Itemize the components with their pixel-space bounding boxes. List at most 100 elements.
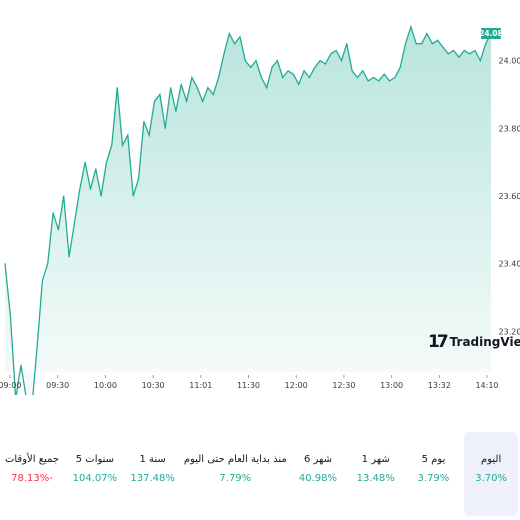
data-point bbox=[63, 195, 65, 197]
data-point bbox=[180, 83, 182, 85]
price-chart[interactable]: 23.20 23.40 23.60 23.80 24.00 09:00 09:30 10:0… bbox=[0, 0, 520, 395]
data-point bbox=[52, 212, 54, 214]
data-point bbox=[469, 53, 471, 55]
data-point bbox=[159, 93, 161, 96]
data-point bbox=[228, 32, 230, 35]
data-point bbox=[105, 161, 108, 163]
data-point bbox=[330, 53, 332, 55]
data-point bbox=[9, 313, 11, 316]
data-point bbox=[282, 76, 284, 79]
period-change-value: 40.98% bbox=[298, 473, 338, 484]
data-point bbox=[153, 100, 156, 102]
data-point bbox=[79, 188, 81, 190]
data-point bbox=[223, 53, 225, 55]
price-area bbox=[5, 26, 491, 395]
last-price-tag bbox=[481, 28, 501, 39]
data-point bbox=[111, 144, 113, 146]
data-point bbox=[356, 76, 359, 79]
x-tick-label: 13:00 bbox=[380, 381, 403, 390]
y-axis: 23.20 23.40 23.60 23.80 24.00 bbox=[499, 57, 520, 337]
period-label: اليوم bbox=[481, 454, 502, 465]
data-point bbox=[84, 161, 86, 163]
data-point bbox=[266, 87, 268, 89]
data-point bbox=[415, 43, 417, 45]
data-point bbox=[73, 222, 75, 224]
data-point bbox=[276, 60, 278, 62]
period-tab[interactable]: 5 سنوات 104.07% bbox=[68, 432, 122, 516]
data-point bbox=[148, 134, 150, 136]
tradingview-logo[interactable]: 17 TradingView bbox=[428, 331, 520, 353]
data-point bbox=[121, 144, 124, 146]
period-tab[interactable]: اليوم 3.70% bbox=[464, 432, 518, 516]
data-point bbox=[234, 43, 236, 45]
data-point bbox=[132, 195, 134, 197]
data-point bbox=[127, 134, 129, 136]
data-point bbox=[36, 347, 38, 349]
data-point bbox=[218, 76, 220, 79]
data-point bbox=[175, 110, 177, 112]
data-point bbox=[4, 263, 6, 265]
data-point bbox=[95, 168, 97, 170]
y-tick-label: 23.40 bbox=[499, 260, 520, 269]
period-change-value: 104.07% bbox=[72, 473, 118, 484]
data-point bbox=[212, 93, 214, 96]
period-label: 5 سنوات bbox=[75, 454, 115, 465]
price-line bbox=[4, 24, 492, 395]
last-price-label: 24.08 bbox=[479, 29, 503, 38]
data-point bbox=[335, 49, 337, 52]
x-tick-label: 12:30 bbox=[332, 381, 355, 390]
period-label: 5 يوم bbox=[421, 454, 446, 465]
data-point bbox=[260, 76, 262, 79]
x-tick-label: 09:30 bbox=[46, 381, 69, 390]
data-point bbox=[437, 39, 439, 41]
data-point bbox=[442, 46, 444, 48]
period-label: 6 شهر bbox=[303, 454, 333, 465]
period-selector: اليوم 3.70% 5 يوم 3.79% 1 شهر 13.48% 6 شهر 40.9… bbox=[0, 432, 520, 520]
data-point bbox=[191, 76, 193, 79]
data-point bbox=[410, 26, 412, 28]
x-tick-label: 10:30 bbox=[142, 381, 165, 390]
data-point bbox=[57, 229, 60, 231]
data-point bbox=[255, 60, 257, 62]
data-point bbox=[394, 76, 396, 79]
period-tab[interactable]: 5 يوم 3.79% bbox=[407, 432, 461, 516]
points-layer bbox=[4, 26, 492, 366]
data-point bbox=[308, 76, 310, 79]
tradingview-mark-icon: 17 bbox=[428, 332, 449, 352]
data-point bbox=[207, 87, 209, 89]
data-point bbox=[20, 364, 22, 366]
period-label: جميع الأوقات bbox=[4, 454, 60, 465]
x-tick-label: 11:01 bbox=[189, 381, 212, 390]
data-point bbox=[244, 60, 246, 62]
data-point bbox=[186, 100, 188, 102]
period-tab[interactable]: 6 شهر 40.98% bbox=[291, 432, 345, 516]
data-point bbox=[303, 70, 305, 72]
data-point bbox=[388, 80, 391, 82]
data-point bbox=[421, 43, 423, 45]
data-point bbox=[453, 49, 455, 52]
data-point bbox=[431, 43, 433, 45]
data-point bbox=[458, 56, 460, 58]
data-point bbox=[362, 70, 364, 72]
data-point bbox=[41, 280, 44, 282]
data-point bbox=[137, 178, 140, 180]
period-tab[interactable]: 1 شهر 13.48% bbox=[349, 432, 403, 516]
data-point bbox=[351, 70, 353, 72]
period-label: 1 شهر bbox=[361, 454, 390, 465]
period-tab[interactable]: 1 سنة 137.48% bbox=[126, 432, 180, 516]
period-tab[interactable]: جميع الأوقات 78.13%- bbox=[0, 432, 64, 516]
period-tab[interactable]: منذ بداية العام حتى اليوم 7.79% bbox=[183, 432, 287, 516]
data-point bbox=[378, 80, 380, 82]
period-label: 1 سنة bbox=[139, 454, 166, 465]
x-tick-label: 09:00 bbox=[0, 381, 22, 390]
data-point bbox=[319, 60, 321, 62]
data-point bbox=[324, 63, 326, 65]
data-point bbox=[340, 60, 343, 62]
data-point bbox=[89, 188, 92, 190]
data-point bbox=[346, 43, 348, 45]
data-point bbox=[463, 49, 465, 52]
period-label: منذ بداية العام حتى اليوم bbox=[183, 454, 287, 465]
data-point bbox=[485, 43, 487, 45]
data-point bbox=[426, 32, 428, 35]
data-point bbox=[143, 120, 145, 123]
